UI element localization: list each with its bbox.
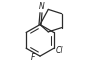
Text: N: N bbox=[39, 2, 45, 11]
Text: F: F bbox=[31, 53, 35, 62]
Text: Cl: Cl bbox=[56, 46, 63, 55]
